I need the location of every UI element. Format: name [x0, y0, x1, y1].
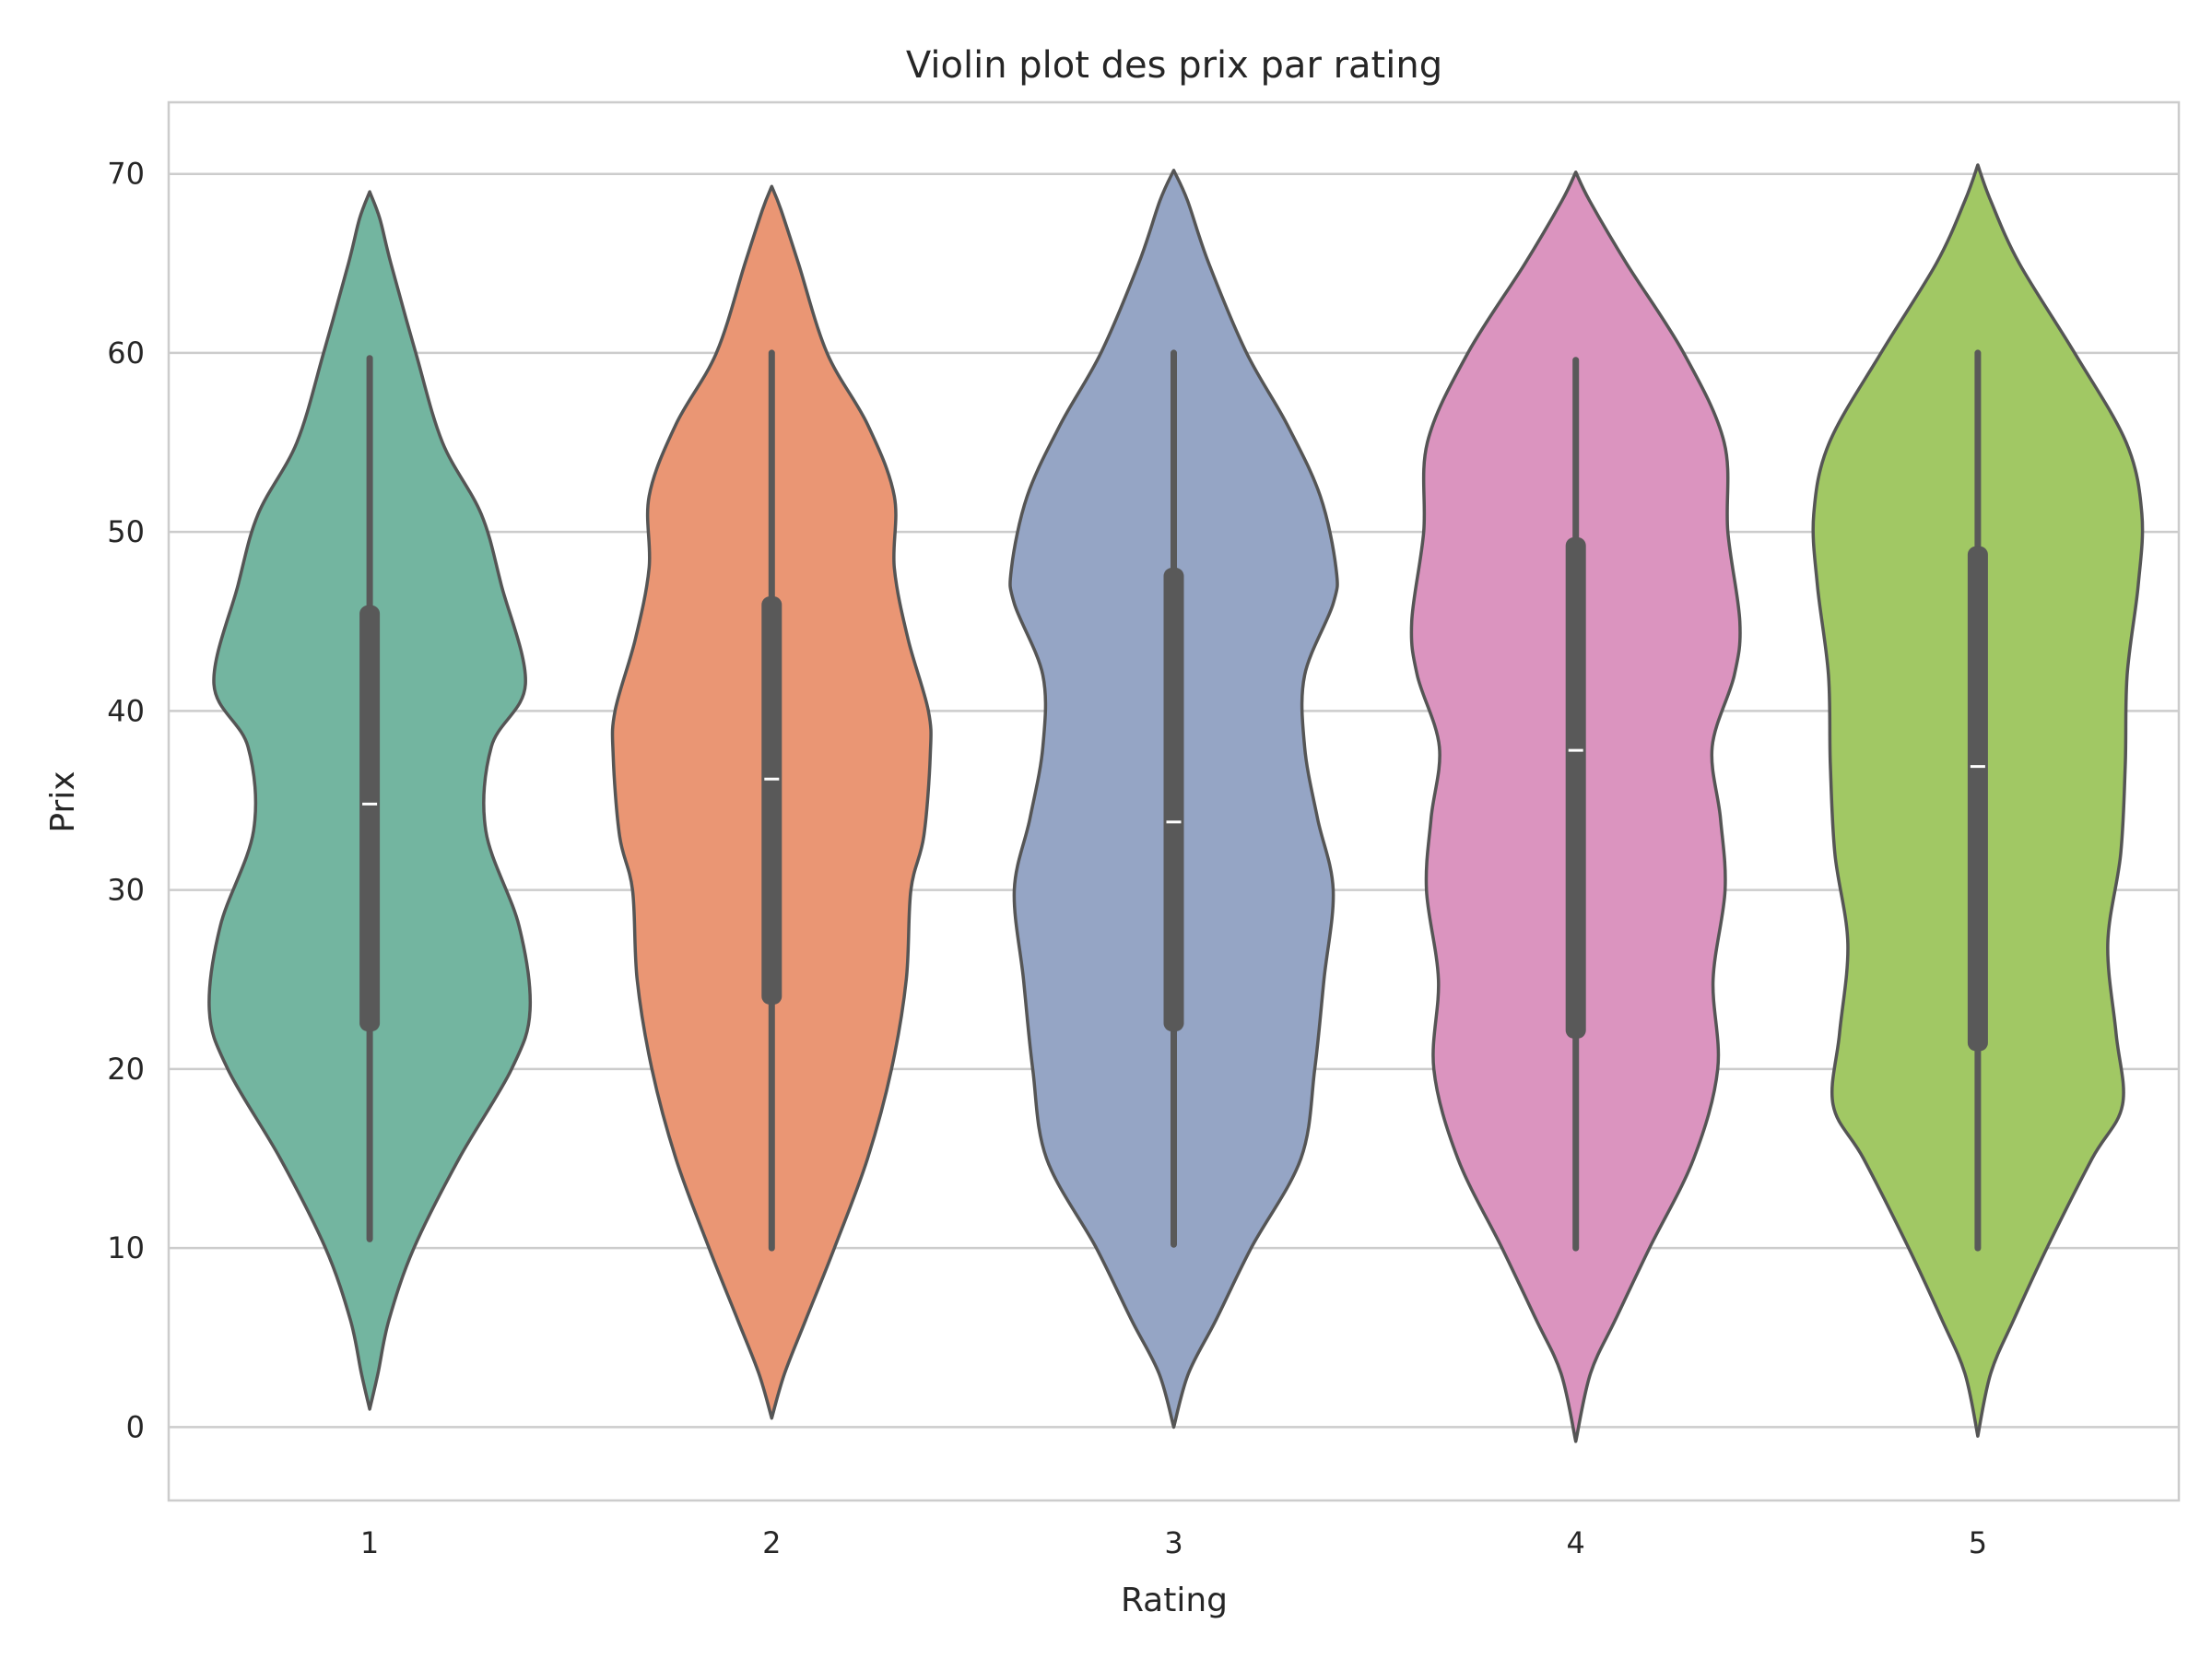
x-tick-5: 5 [1969, 1525, 1987, 1560]
x-tick-3: 3 [1164, 1525, 1182, 1560]
y-tick-70: 70 [107, 157, 145, 192]
iqr-box-4 [1565, 536, 1586, 1039]
violin-group-3 [1008, 169, 1339, 1430]
violin-group-4 [1409, 171, 1742, 1443]
x-tick-2: 2 [762, 1525, 781, 1560]
iqr-box-2 [761, 596, 782, 1005]
y-tick-20: 20 [107, 1052, 145, 1087]
iqr-box-1 [359, 605, 381, 1032]
plot-frame [167, 100, 2181, 1502]
x-tick-1: 1 [360, 1525, 379, 1560]
y-tick-labels: 0 10 20 30 40 50 60 70 [107, 157, 145, 1445]
x-tick-labels: 1 2 3 4 5 [360, 1525, 1987, 1560]
chart-title: Violin plot des prix par rating [906, 44, 1442, 87]
violin-group-5 [1811, 163, 2145, 1438]
violin-group-1 [207, 190, 533, 1411]
y-axis-label: Prix [44, 771, 82, 832]
violin-group-2 [610, 184, 933, 1420]
iqr-box-3 [1163, 568, 1184, 1032]
y-tick-40: 40 [107, 693, 145, 728]
y-tick-60: 60 [107, 335, 145, 371]
y-tick-10: 10 [107, 1230, 145, 1265]
y-tick-30: 30 [107, 873, 145, 908]
violins [207, 163, 2145, 1443]
y-tick-0: 0 [126, 1409, 145, 1444]
y-tick-50: 50 [107, 514, 145, 549]
x-tick-4: 4 [1567, 1525, 1585, 1560]
x-axis-label: Rating [1121, 1582, 1228, 1619]
iqr-box-5 [1967, 546, 1988, 1052]
